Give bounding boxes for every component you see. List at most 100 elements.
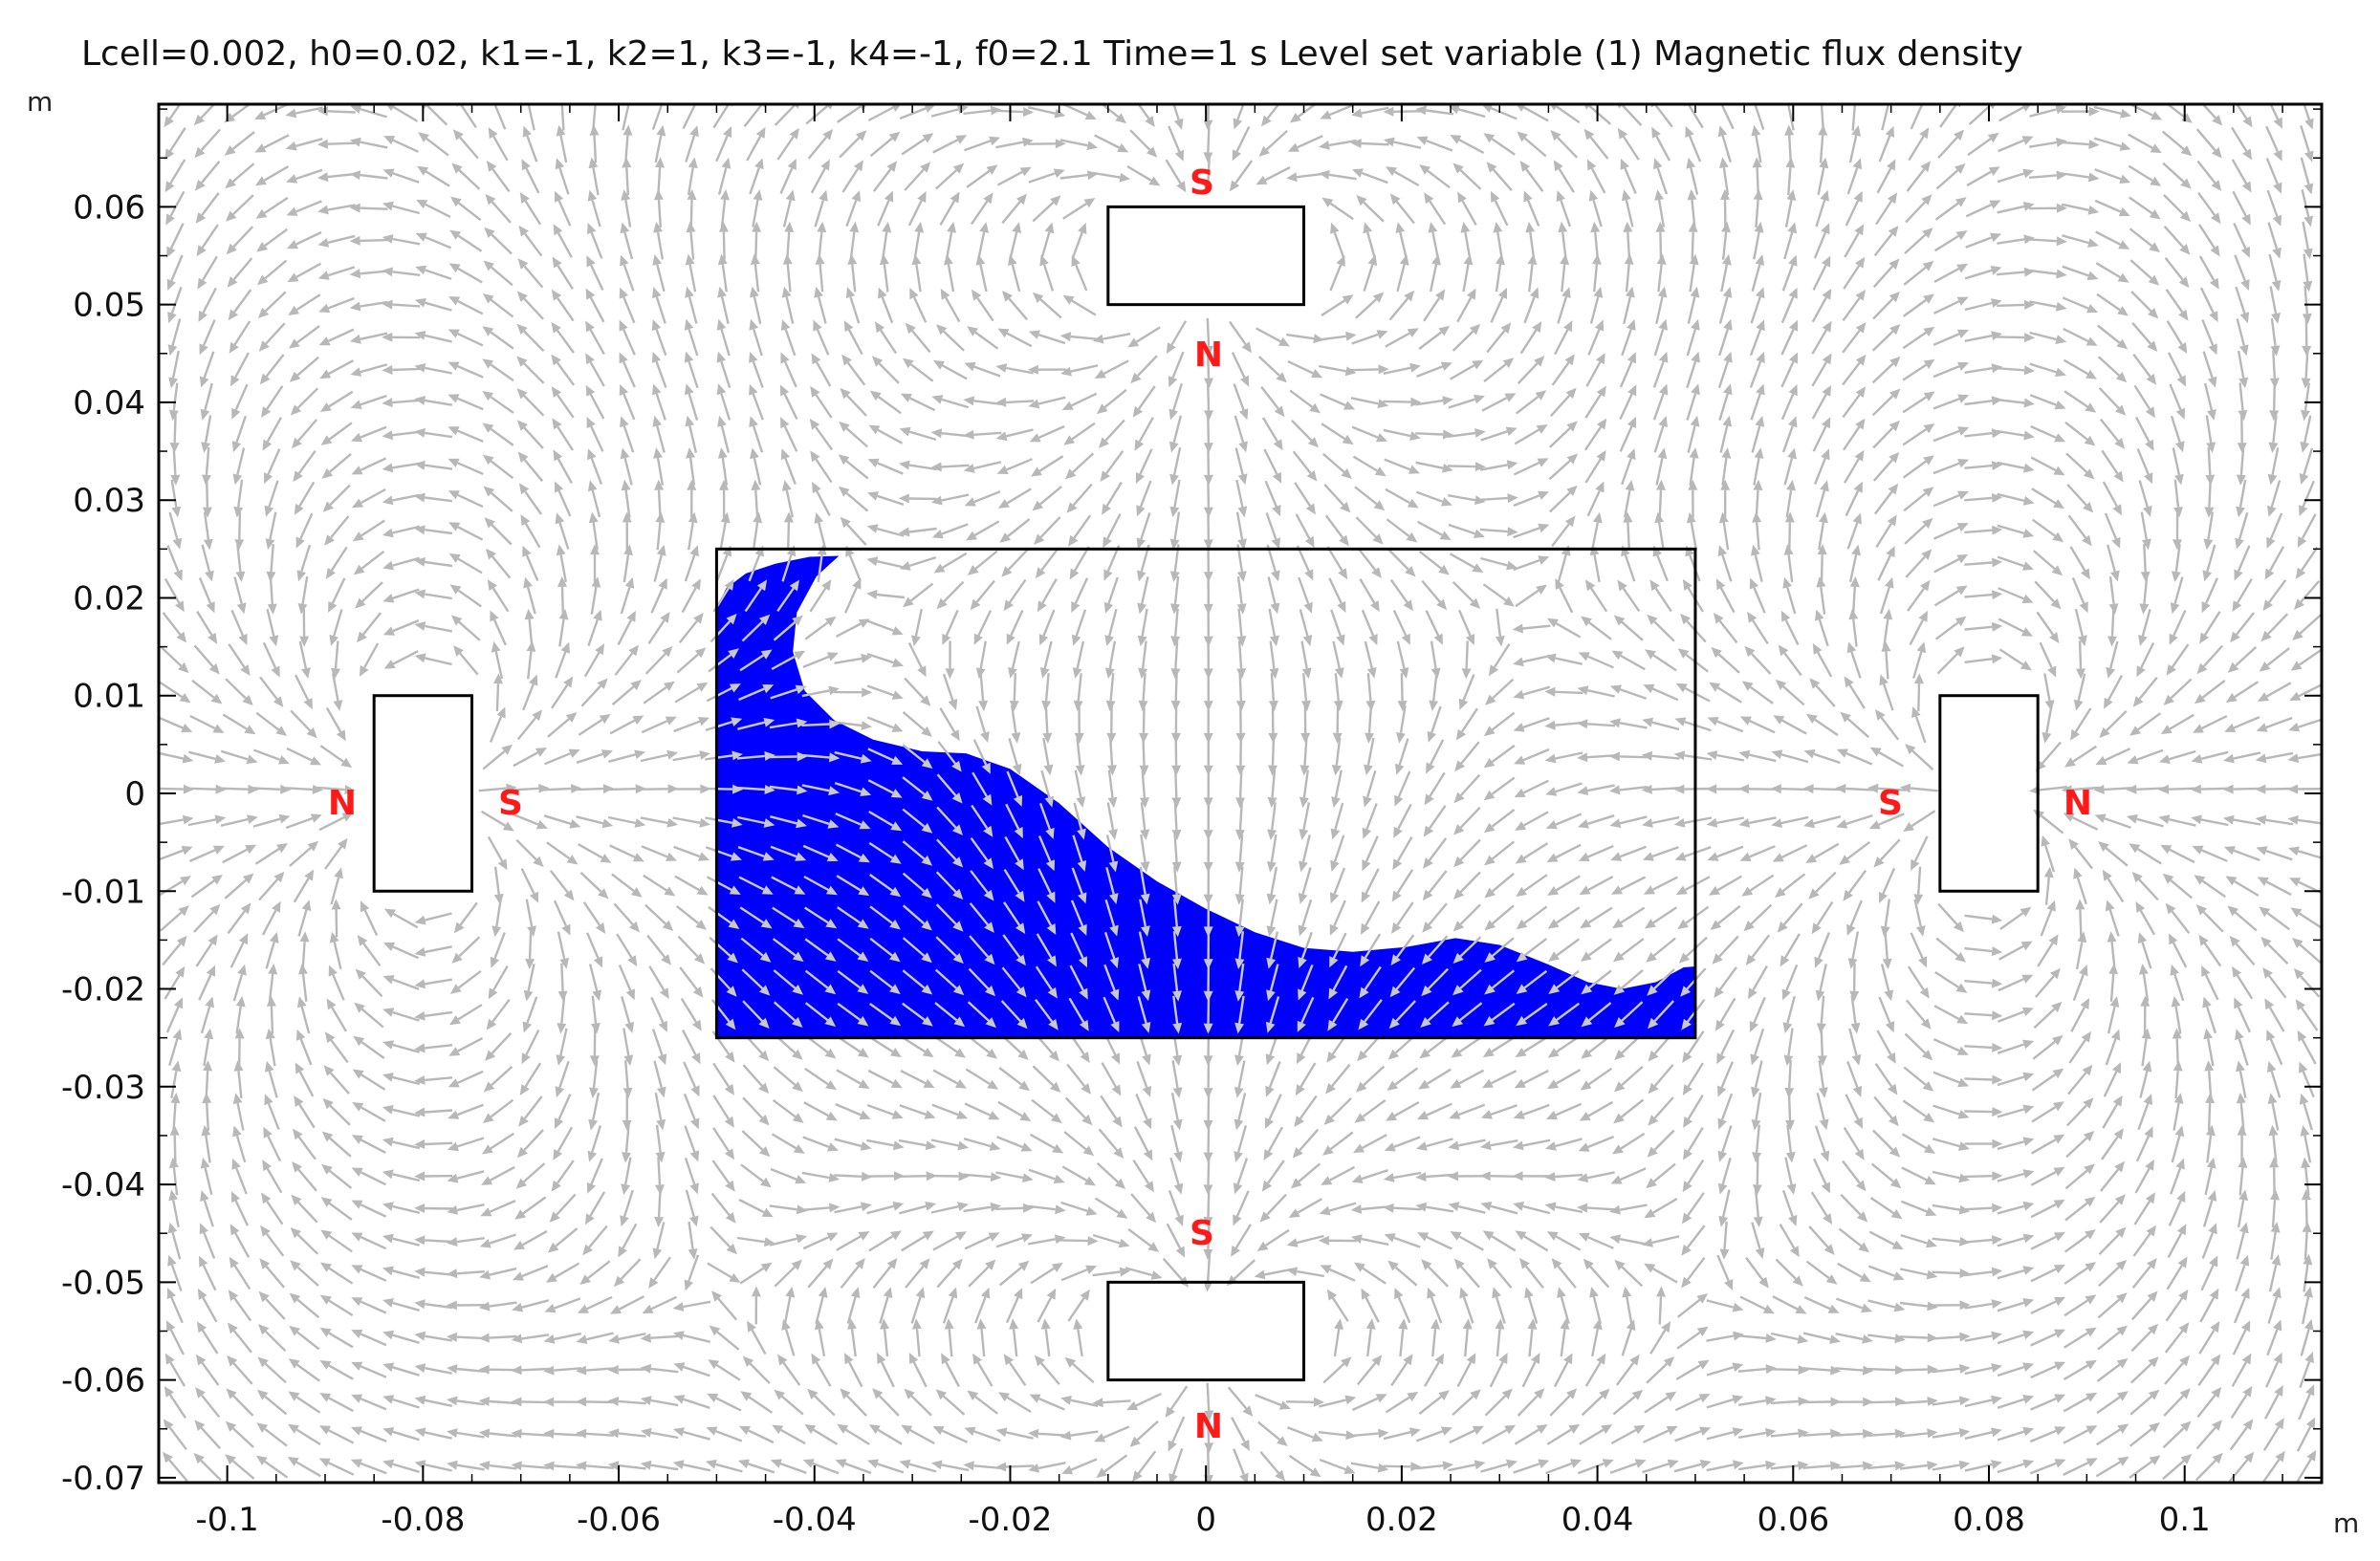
field-arrow — [321, 1131, 352, 1158]
field-arrow — [1483, 133, 1516, 156]
field-arrow — [1617, 579, 1641, 612]
field-arrow — [640, 1396, 679, 1407]
field-arrow — [1932, 329, 1969, 346]
field-arrow — [1100, 1095, 1123, 1128]
field-arrow-in-fluid — [1071, 867, 1087, 904]
field-arrow — [167, 318, 182, 357]
field-arrow — [491, 899, 502, 938]
field-arrow — [168, 350, 180, 389]
field-arrow — [683, 1061, 700, 1097]
field-arrow — [1383, 397, 1422, 407]
field-arrow — [1168, 1447, 1184, 1483]
field-arrow — [2269, 104, 2282, 129]
field-arrow — [414, 1460, 452, 1472]
field-arrow — [382, 588, 420, 603]
field-arrow — [607, 815, 646, 828]
field-arrow — [2171, 544, 2181, 582]
field-arrow — [1751, 1092, 1762, 1131]
field-arrow — [1329, 867, 1346, 904]
field-arrow — [1903, 810, 1936, 833]
field-arrow — [1934, 970, 1968, 993]
field-arrow — [1037, 578, 1058, 613]
field-arrow — [651, 319, 667, 357]
field-arrow — [1775, 679, 1805, 706]
field-arrow — [1845, 190, 1863, 227]
field-arrow — [620, 222, 634, 260]
field-arrow — [587, 480, 601, 518]
field-arrow — [2095, 748, 2131, 766]
field-arrow-in-fluid — [1069, 965, 1088, 1000]
field-arrow — [1644, 1263, 1678, 1284]
field-arrow — [482, 293, 514, 318]
field-arrow — [2071, 577, 2088, 614]
field-arrow — [2099, 418, 2126, 449]
field-arrow — [1487, 1258, 1513, 1289]
field-arrow — [1751, 415, 1765, 453]
field-arrow — [1578, 844, 1614, 861]
field-arrow — [2296, 1417, 2316, 1452]
field-arrow — [1030, 1262, 1063, 1285]
field-arrow — [717, 253, 728, 293]
field-arrow — [1071, 222, 1087, 259]
field-arrow — [352, 1069, 386, 1091]
field-arrow — [1612, 938, 1645, 963]
field-arrow — [1009, 673, 1019, 712]
field-arrow — [1233, 383, 1249, 421]
field-arrow — [1453, 806, 1481, 835]
field-arrow — [839, 421, 868, 448]
field-arrow — [2199, 611, 2221, 644]
field-arrow — [446, 1268, 485, 1279]
field-arrow — [1319, 1458, 1356, 1474]
field-arrow — [2259, 647, 2290, 672]
field-arrow — [1752, 1157, 1762, 1196]
field-arrow — [1780, 933, 1801, 967]
field-arrow — [1286, 1397, 1325, 1407]
field-arrow — [1803, 749, 1841, 765]
field-arrow — [2266, 1030, 2283, 1066]
field-arrow — [1686, 511, 1698, 551]
field-arrow — [1998, 941, 2033, 961]
field-arrow — [907, 191, 927, 227]
field-arrow — [482, 744, 513, 770]
field-arrow — [543, 1365, 582, 1376]
field-arrow — [1514, 424, 1548, 445]
field-arrow — [1298, 867, 1312, 904]
field-arrow — [382, 267, 421, 277]
field-arrow — [1234, 1093, 1247, 1131]
field-arrow — [1481, 104, 1518, 120]
field-arrow — [1235, 802, 1245, 841]
field-arrow — [867, 491, 905, 507]
field-arrow-in-fluid — [834, 781, 872, 796]
field-arrow — [899, 1202, 937, 1215]
field-arrow — [382, 1073, 420, 1086]
field-arrow — [1998, 974, 2034, 992]
field-arrow — [1450, 135, 1485, 154]
field-arrow — [1747, 611, 1769, 645]
field-arrow — [1964, 1427, 2002, 1441]
field-arrow — [672, 816, 710, 828]
field-arrow — [232, 1125, 247, 1163]
field-arrow — [578, 843, 612, 863]
field-arrow — [2173, 1093, 2184, 1131]
field-arrow — [447, 1137, 485, 1152]
field-arrow — [967, 326, 999, 350]
field-arrow — [255, 711, 288, 736]
field-arrow — [2102, 1095, 2123, 1129]
field-arrow — [1778, 644, 1802, 677]
field-arrow-in-fluid — [969, 902, 994, 933]
field-arrow — [1779, 1223, 1800, 1258]
field-arrow — [1673, 1460, 1712, 1473]
field-arrow — [1706, 1331, 1744, 1342]
field-arrow — [2262, 1418, 2284, 1452]
field-arrow — [256, 228, 289, 252]
field-arrow — [841, 160, 863, 193]
field-arrow — [1350, 139, 1389, 148]
field-arrow — [963, 1202, 1002, 1213]
field-arrow — [585, 320, 605, 355]
field-arrow — [2165, 902, 2191, 934]
field-arrow — [807, 1388, 836, 1417]
field-arrow — [2097, 356, 2128, 383]
field-arrow — [1681, 1256, 1706, 1289]
field-arrow — [577, 1295, 613, 1313]
field-arrow — [1750, 104, 1765, 130]
